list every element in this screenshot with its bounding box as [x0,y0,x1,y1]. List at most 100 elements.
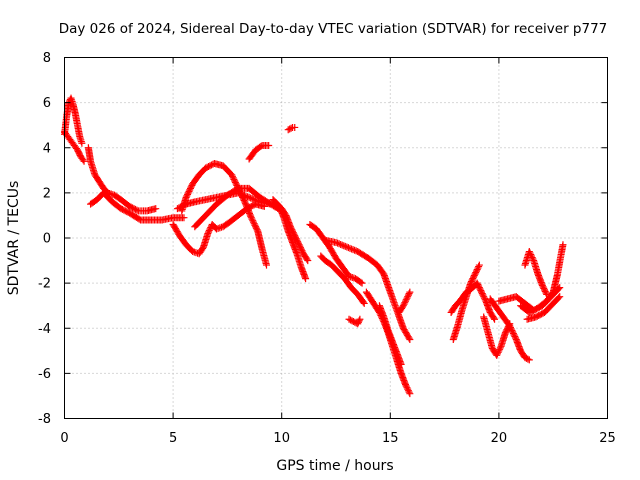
y-tick-label: -8 [38,412,51,427]
data-point [230,175,238,183]
y-tick-label: 0 [43,232,51,247]
data-point [508,327,516,335]
data-point [294,238,302,246]
data-point [231,178,239,186]
data-point [231,177,239,185]
data-point [402,296,410,304]
data-point [503,326,511,334]
data-point [509,330,517,338]
y-axis-label: SDTVAR / TECUs [6,181,22,296]
y-tick-label: 8 [43,51,51,66]
data-point [538,281,546,289]
data-point [501,329,509,337]
data-point [404,291,412,299]
data-point [529,255,537,263]
data-point [496,344,504,352]
x-tick-labels: 0 5 10 15 20 25 [60,431,615,446]
data-point [229,174,237,182]
data-point [473,279,481,287]
data-point [540,284,548,292]
data-point [400,300,408,308]
data-point [478,290,486,298]
data-point [511,333,519,341]
data-points [61,94,567,398]
data-point [187,183,195,191]
data-point [403,294,411,302]
data-point [253,197,261,205]
data-point [470,272,478,280]
y-tick-label: -6 [38,367,51,382]
data-point [405,290,413,298]
data-point [467,279,475,287]
plot-frame [64,57,608,419]
data-point [527,251,535,259]
data-point [247,194,255,202]
data-point [344,244,352,252]
data-point [251,221,259,229]
data-point [402,381,410,389]
data-point [467,278,475,286]
data-point [473,266,481,274]
x-tick-label: 15 [382,431,399,446]
data-point [294,239,302,247]
data-point [249,218,257,226]
x-tick-label: 25 [599,431,616,446]
data-point [304,257,312,265]
data-point [302,275,310,283]
data-point [133,206,141,214]
axis-ticks [64,57,608,419]
data-point [475,261,483,269]
data-point [559,241,567,249]
data-point [351,246,359,254]
data-point [528,254,536,262]
grid [64,57,608,419]
data-point [252,224,260,232]
data-point [182,193,190,201]
data-point [297,245,305,253]
data-point [526,249,534,257]
x-tick-label: 10 [273,431,290,446]
data-point [357,278,365,286]
data-point [359,298,367,306]
data-point [334,239,342,247]
y-tick-labels: -8 -6 -4 -2 0 2 4 6 8 [38,51,51,427]
y-tick-label: 4 [43,141,51,156]
data-point [250,195,258,203]
data-point [491,315,499,323]
data-point [348,245,356,253]
data-point [493,350,501,358]
data-point [406,336,414,344]
data-point [242,192,250,200]
data-point [244,193,252,201]
y-tick-label: 2 [43,186,51,201]
data-point [232,180,240,188]
data-point [79,156,87,164]
data-point [185,187,193,195]
data-point [525,356,533,364]
data-point [405,388,413,396]
data-point [490,314,498,322]
data-point [265,141,273,149]
data-point [405,334,413,342]
data-point [471,270,479,278]
data-point [228,171,236,179]
data-point [495,347,503,355]
data-point [539,283,547,291]
data-point [180,214,188,222]
data-point [472,267,480,275]
data-point [556,293,564,301]
data-point [472,269,480,277]
data-point [496,345,504,353]
data-point [506,323,514,331]
data-point [470,273,478,281]
data-point [506,322,514,330]
data-point [262,261,270,269]
data-point [184,190,192,198]
data-point [476,285,484,293]
x-tick-label: 20 [491,431,508,446]
data-point [406,390,414,398]
data-point [354,318,362,326]
data-point [343,243,351,251]
x-tick-label: 5 [169,431,177,446]
